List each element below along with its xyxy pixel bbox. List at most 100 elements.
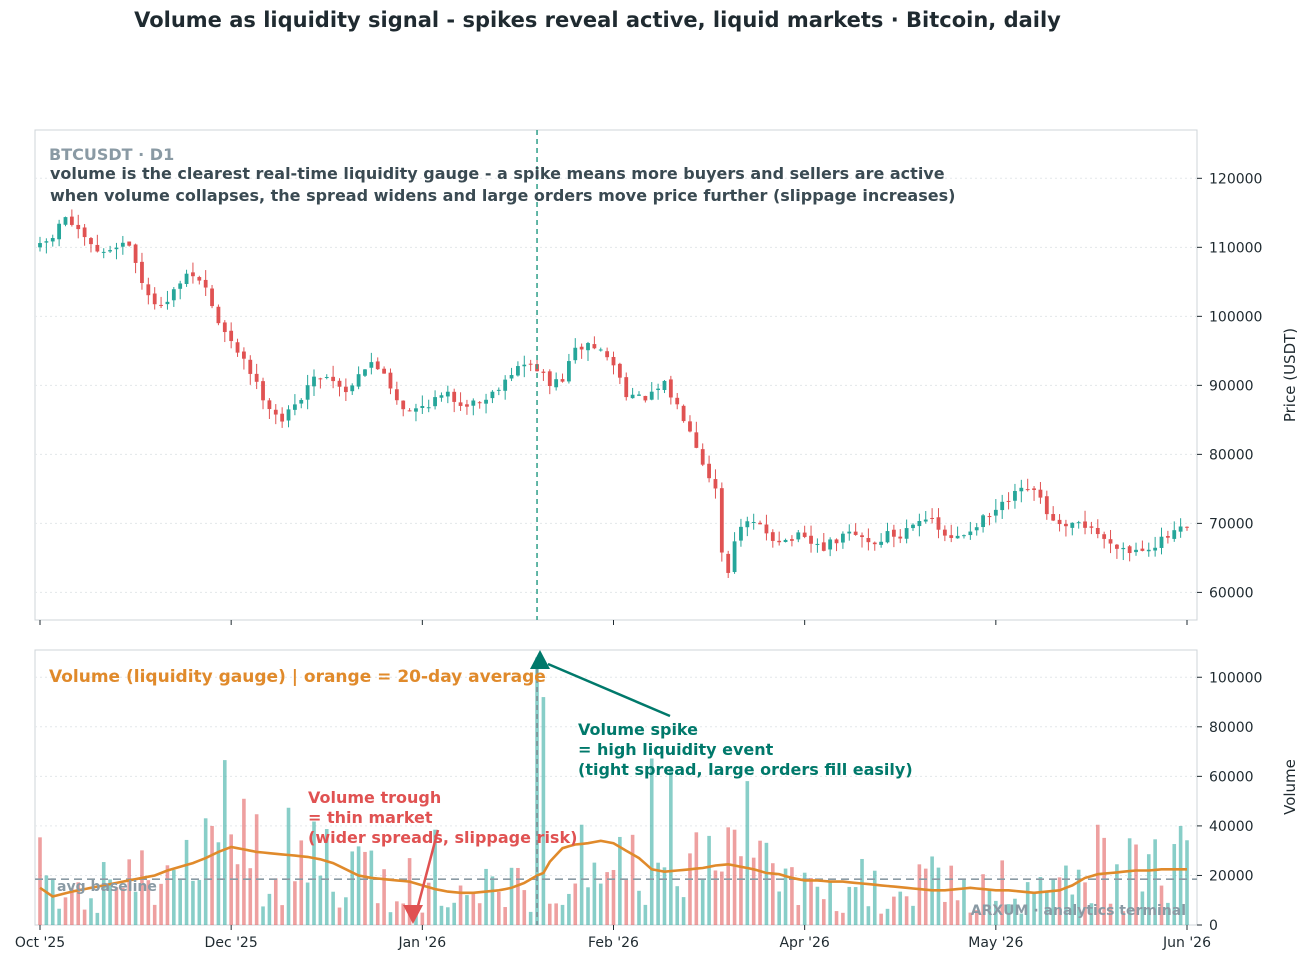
candle-body	[637, 394, 641, 396]
volume-bar	[458, 885, 463, 925]
price-tick-label: 90000	[1209, 378, 1254, 394]
candle-body	[235, 342, 240, 353]
candle-body	[911, 524, 915, 529]
candle-body	[1108, 539, 1113, 544]
candle-body	[828, 539, 833, 550]
candle-body	[477, 402, 482, 404]
volume-bar	[324, 829, 329, 925]
volume-bar	[923, 868, 928, 925]
candle-body	[331, 376, 336, 382]
candle-body	[1064, 523, 1068, 527]
candle-body	[1172, 530, 1177, 539]
volume-bar	[624, 879, 629, 925]
candle-body	[853, 531, 858, 535]
candle-body	[484, 399, 488, 404]
candle-body	[745, 521, 750, 528]
volume-bar	[133, 891, 138, 925]
volume-tick-label: 0	[1209, 918, 1218, 934]
volume-bar	[949, 865, 954, 925]
spike-annotation-line-2: = high liquidity event	[578, 740, 774, 759]
volume-bar	[541, 697, 546, 925]
candle-body	[624, 377, 629, 398]
candle-body	[668, 379, 673, 398]
x-tick-label: Dec '25	[205, 935, 258, 951]
candle-body	[222, 322, 227, 333]
volume-bar	[834, 911, 839, 925]
candle-body	[152, 293, 157, 305]
volume-bar	[828, 882, 832, 925]
volume-bar	[471, 893, 476, 925]
volume-bar	[382, 869, 386, 925]
candle-body	[675, 397, 680, 405]
candle-body	[739, 526, 743, 541]
volume-bar	[172, 869, 176, 925]
spike-annotation: Volume spike = high liquidity event (tig…	[530, 650, 913, 779]
volume-bar	[280, 905, 284, 925]
price-candles	[38, 209, 1189, 578]
candle-body	[1076, 522, 1081, 524]
volume-bar	[853, 887, 858, 925]
volume-bar	[955, 900, 960, 925]
candle-body	[516, 366, 520, 376]
volume-bar	[484, 868, 488, 925]
volume-bar	[57, 908, 61, 925]
candle-body	[458, 402, 463, 406]
volume-bar	[802, 872, 807, 925]
candle-body	[541, 371, 546, 373]
candle-body	[1057, 519, 1062, 525]
volume-bar	[420, 912, 425, 925]
candle-body	[286, 409, 291, 421]
volume-bar	[911, 905, 915, 925]
volume-bar	[407, 858, 412, 925]
volume-bar	[38, 837, 42, 925]
price-note-line-2: when volume collapses, the spread widens…	[50, 186, 955, 205]
volume-bar	[681, 897, 686, 925]
candle-body	[1102, 534, 1107, 539]
volume-bar	[771, 863, 775, 925]
volume-bar	[439, 905, 444, 925]
volume-bar	[261, 906, 265, 925]
candle-body	[809, 535, 813, 544]
candle-body	[547, 371, 552, 387]
volume-panel-frame	[34, 649, 1198, 926]
volume-bar	[745, 781, 750, 925]
candle-body	[981, 515, 985, 528]
volume-bar	[821, 899, 826, 925]
candle-body	[1140, 548, 1145, 551]
candle-body	[261, 381, 265, 401]
volume-bar	[369, 850, 374, 925]
candle-body	[127, 241, 132, 246]
candle-body	[216, 306, 221, 324]
volume-bar	[618, 836, 622, 925]
candle-body	[509, 375, 514, 379]
volume-bar	[312, 821, 316, 925]
candle-body	[197, 277, 202, 281]
candle-body	[605, 351, 610, 358]
candle-body	[777, 540, 782, 543]
volume-bar	[318, 875, 323, 925]
candle-body	[229, 330, 234, 342]
candle-body	[751, 521, 756, 523]
volume-bar	[1172, 844, 1177, 925]
volume-gridlines	[35, 676, 1197, 876]
volume-bar	[108, 879, 112, 925]
volume-bar	[299, 840, 304, 925]
candle-body	[248, 359, 253, 374]
trough-annotation-line-3: (wider spreads, slippage risk)	[308, 828, 577, 847]
candle-body	[898, 536, 903, 539]
candle-body	[802, 532, 807, 537]
candle-body	[312, 376, 316, 387]
candle-body	[1134, 549, 1138, 553]
volume-bar	[866, 906, 871, 925]
candle-body	[1127, 546, 1132, 554]
volume-bar	[732, 829, 737, 925]
volume-bar	[586, 887, 590, 925]
volume-bar	[159, 883, 163, 925]
volume-bar	[962, 879, 966, 925]
price-note-line-1: volume is the clearest real-time liquidi…	[50, 164, 945, 183]
volume-bar	[210, 825, 214, 925]
volume-bar	[1070, 894, 1075, 925]
volume-bar	[1038, 877, 1043, 925]
candle-body	[955, 535, 960, 539]
candle-body	[942, 529, 947, 536]
